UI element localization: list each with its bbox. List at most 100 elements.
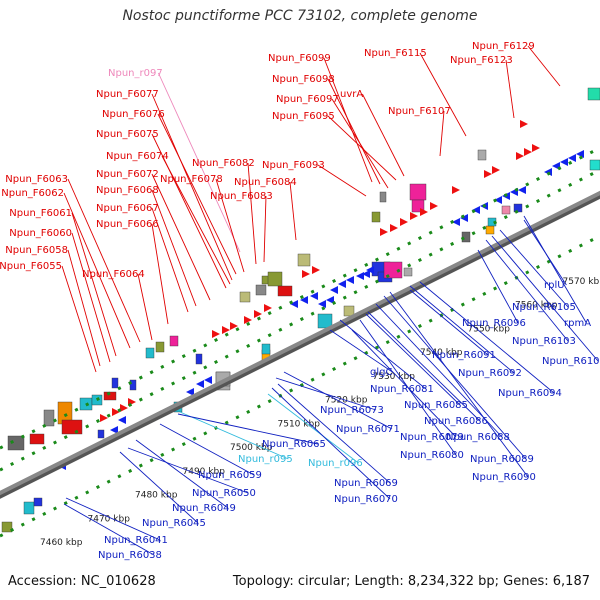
- forward-feature-box: [111, 377, 119, 389]
- reverse-gene-label: Npun_R6080: [400, 450, 464, 461]
- reverse-arrow: [330, 286, 338, 294]
- forward-leader-line: [63, 192, 131, 349]
- reverse-arrow: [326, 296, 334, 304]
- reverse-leader-line: [383, 295, 527, 460]
- reverse-leader-line: [63, 503, 155, 556]
- forward-feature-box: [43, 409, 55, 427]
- forward-gene-label: Npun_F6061: [9, 208, 72, 219]
- reverse-leader-line: [179, 411, 289, 460]
- reverse-gene-label: Npun_R6081: [370, 384, 434, 395]
- forward-gene-label: uvrA: [340, 89, 363, 100]
- reverse-arrow: [196, 380, 204, 388]
- forward-feature-box: [255, 284, 267, 296]
- forward-feature-box: [155, 341, 165, 353]
- reverse-arrow: [356, 272, 364, 280]
- kbp-tick-label: 7490 kbp: [183, 467, 226, 477]
- reverse-gene-label: Npun_R6094: [498, 388, 562, 399]
- reverse-arrow: [494, 196, 502, 204]
- reverse-gene-label: Npun_R6049: [172, 503, 236, 514]
- reverse-gene-label: Npun_R6089: [470, 454, 534, 465]
- kbp-tick-label: 7500 kbp: [230, 443, 273, 453]
- reverse-leader-line: [267, 393, 359, 464]
- forward-leader-line: [263, 195, 267, 263]
- forward-gene-label: Npun_F6063: [5, 174, 68, 185]
- reverse-leader-line: [375, 303, 503, 438]
- forward-gene-label: Npun_F6095: [272, 111, 335, 122]
- reverse-gene-label: Npun_R6096: [462, 318, 526, 329]
- forward-gene-label: Npun_F6123: [450, 55, 513, 66]
- forward-arrow: [452, 186, 460, 194]
- kbp-tick-label: 7530 kbp: [373, 372, 416, 382]
- kbp-tick-label: 7510 kbp: [278, 419, 321, 429]
- forward-arrow: [484, 170, 492, 178]
- reverse-feature-box: [461, 231, 471, 243]
- forward-leader-line: [247, 162, 257, 265]
- forward-arrow: [254, 310, 262, 318]
- reverse-arrow: [472, 206, 480, 214]
- reverse-arrow: [560, 158, 568, 166]
- reverse-arrow: [118, 416, 126, 424]
- reverse-gene-label: Npun_R6038: [98, 550, 162, 561]
- forward-arrow: [100, 414, 108, 422]
- reverse-leader-line: [329, 329, 393, 373]
- kbp-tick-label: 7540 kbp: [420, 348, 463, 358]
- reverse-leader-line: [477, 249, 519, 324]
- forward-gene-label: Npun_F6083: [210, 191, 273, 202]
- forward-arrow: [230, 322, 238, 330]
- genome-summary-text: Topology: circular; Length: 8,234,322 bp…: [232, 574, 590, 589]
- reverse-gene-label: Npun_R6103: [512, 336, 576, 347]
- forward-arrow: [516, 152, 524, 160]
- reverse-gene-label: rplU: [544, 280, 565, 291]
- forward-leader-line: [157, 72, 241, 253]
- forward-gene-label: Npun_F6084: [234, 177, 297, 188]
- forward-feature-box: [169, 335, 179, 347]
- reverse-gene-label: Npun_R6090: [472, 472, 536, 483]
- reverse-gene-label: Npun_R6045: [142, 518, 206, 529]
- forward-leader-line: [527, 45, 561, 87]
- reverse-gene-label: Npun_R6070: [334, 494, 398, 505]
- forward-feature-box: [239, 291, 251, 303]
- reverse-feature-box: [317, 313, 333, 329]
- forward-leader-line: [157, 113, 237, 275]
- forward-arrow: [420, 208, 428, 216]
- reverse-leader-line: [409, 289, 489, 356]
- forward-gene-label: Npun_F6115: [364, 48, 427, 59]
- forward-feature-box: [267, 271, 283, 287]
- reverse-gene-label: Npun_R6050: [192, 488, 256, 499]
- genome-backbone: [0, 190, 600, 499]
- reverse-leader-line: [359, 319, 457, 456]
- reverse-leader-line: [491, 235, 599, 362]
- kbp-tick-label: 7570 kbp: [563, 277, 600, 287]
- reverse-arrow: [110, 426, 118, 434]
- forward-feature-box: [29, 433, 45, 445]
- backbone-line: [0, 190, 600, 496]
- reverse-gene-label: Npun_R6071: [336, 424, 400, 435]
- forward-leader-line: [151, 223, 169, 325]
- forward-gene-label: Npun_F6055: [0, 261, 62, 272]
- reverse-feature-box: [485, 225, 495, 235]
- forward-arrow: [532, 144, 540, 152]
- reverse-arrow: [460, 214, 468, 222]
- accession-text: Accession: NC_010628: [8, 574, 156, 589]
- forward-gene-label: Npun_F6107: [388, 106, 451, 117]
- reverse-feature-box: [97, 429, 105, 439]
- forward-arrow: [312, 266, 320, 274]
- forward-gene-label: Npun_F6064: [82, 269, 145, 280]
- reverse-feature-box: [383, 261, 403, 279]
- reverse-gene-label: Npun_r095: [238, 454, 293, 465]
- feature-bands: [1, 87, 600, 533]
- reverse-gene-label: Npun_R6088: [446, 432, 510, 443]
- reverse-leader-line: [389, 291, 529, 478]
- reverse-leader-line: [485, 239, 569, 342]
- reverse-feature-box: [501, 205, 511, 215]
- forward-gene-label: Npun_r097: [108, 68, 163, 79]
- forward-leader-line: [317, 164, 367, 197]
- reverse-leader-line: [419, 281, 555, 394]
- forward-leader-line: [71, 232, 111, 363]
- forward-leader-line: [289, 181, 297, 241]
- reverse-arrow: [338, 280, 346, 288]
- kbp-tick-label: 7460 kbp: [40, 538, 83, 548]
- forward-gene-label: Npun_F6075: [96, 129, 159, 140]
- kbp-tick-label: 7470 kbp: [88, 514, 131, 524]
- reverse-leader-line: [367, 311, 481, 422]
